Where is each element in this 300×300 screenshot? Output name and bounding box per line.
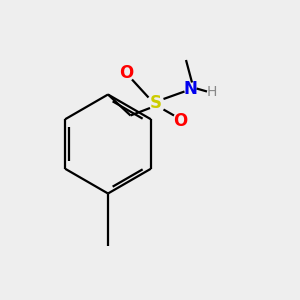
Text: N: N [184, 80, 197, 98]
Text: O: O [119, 64, 133, 82]
Text: O: O [173, 112, 187, 130]
Text: S: S [150, 94, 162, 112]
Text: H: H [206, 85, 217, 98]
